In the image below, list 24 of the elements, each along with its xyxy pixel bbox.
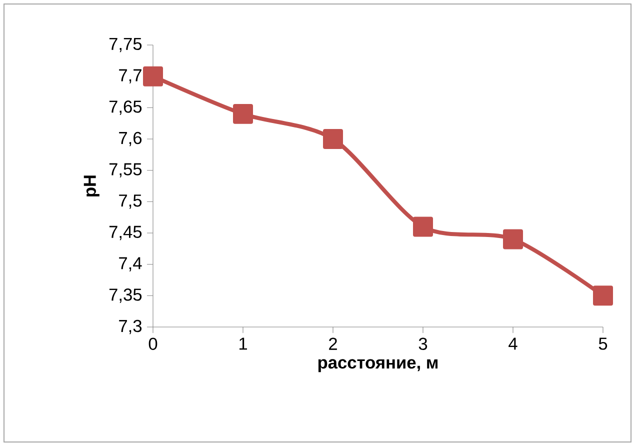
- point: [233, 104, 253, 124]
- y-tick-label: 7,35: [109, 288, 142, 303]
- x-tick-label: 0: [148, 338, 158, 350]
- y-tick-label: 7,5: [119, 194, 142, 209]
- y-tick-label: 7,65: [109, 100, 142, 115]
- point: [323, 129, 343, 149]
- point: [413, 216, 433, 237]
- x-axis-title: расстояние, м: [318, 359, 438, 372]
- y-tick-label: 7,4: [119, 257, 142, 272]
- point: [143, 66, 164, 86]
- y-axis-title: pH: [84, 176, 100, 196]
- x-tick-label: 4: [508, 338, 518, 350]
- point: [593, 286, 613, 306]
- y-tick-label: 7,55: [109, 163, 142, 178]
- x-tick-label: 3: [418, 338, 428, 350]
- x-tick-label: 5: [598, 338, 608, 350]
- y-tick-label: 7,6: [119, 132, 142, 146]
- y-tick-label: 7,75: [109, 38, 142, 52]
- y-tick-label: 7,45: [109, 226, 142, 240]
- point: [503, 229, 523, 250]
- x-tick-label: 1: [240, 338, 247, 350]
- x-tick-label: 2: [329, 338, 337, 350]
- y-tick-label: 7,7: [119, 69, 142, 84]
- y-tick-label: 7,3: [119, 320, 142, 334]
